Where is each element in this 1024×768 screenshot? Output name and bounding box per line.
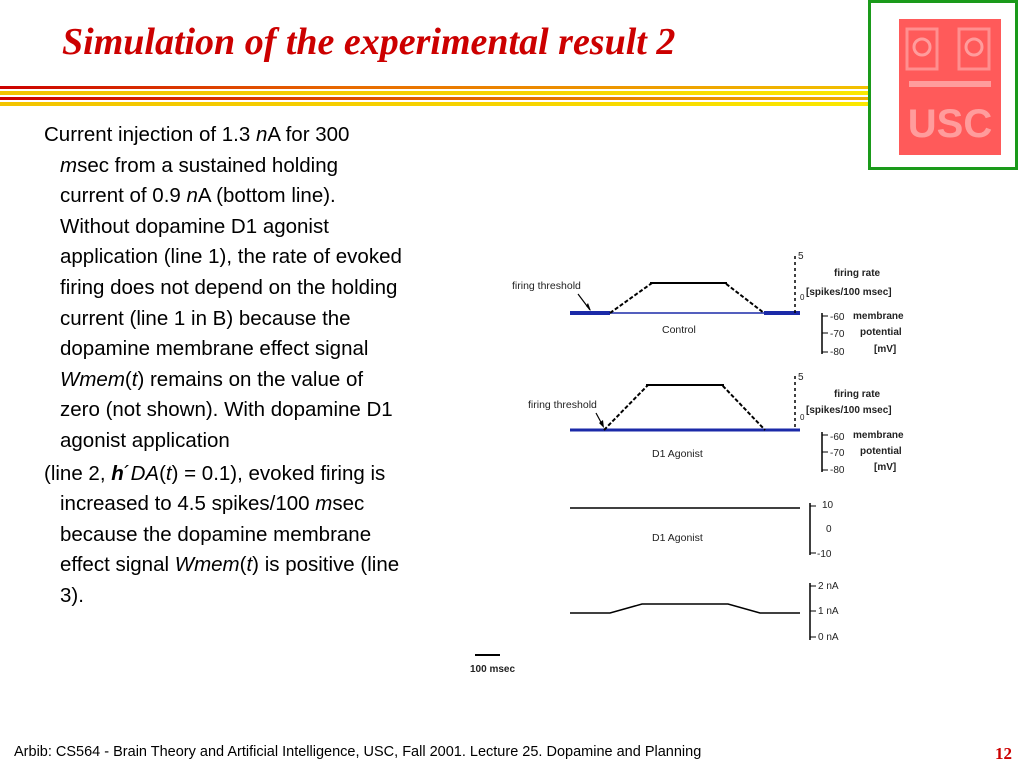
text-run: sec because the dopamine membrane effect…: [60, 492, 372, 577]
text-run: m: [315, 492, 333, 516]
mp-tick-label: -80: [830, 465, 845, 476]
mp-label: membrane: [853, 311, 904, 322]
text-run: m: [60, 153, 78, 177]
text-run: ) = 0.1), evoked firing is increased to …: [60, 461, 386, 516]
current-tick-label: 1 nA: [818, 606, 839, 617]
arrow-head: [586, 303, 591, 311]
threshold-label: firing threshold: [512, 280, 581, 292]
text-run: ´: [123, 461, 131, 485]
firing-rate-trace: [609, 282, 765, 314]
mp-label: membrane: [853, 430, 904, 441]
text-run: n: [186, 184, 198, 208]
firing-rate-trace: [603, 384, 766, 431]
mp-label: [mV]: [874, 462, 896, 473]
panel-control: firing threshold Control 5 0 firing rate…: [512, 251, 904, 358]
text-run: DA: [130, 461, 160, 485]
threshold-label: firing threshold: [528, 399, 597, 411]
mp-tick-label: -60: [830, 312, 845, 323]
body-text: Current injection of 1.3 nA for 300 msec…: [44, 120, 404, 614]
panel-current-injection: 2 nA 1 nA 0 nA: [570, 581, 839, 643]
text-run: ) remains on the value of zero (not show…: [60, 367, 393, 452]
mp-tick-label: -80: [830, 347, 845, 358]
usc-logo: USC: [899, 19, 1001, 155]
body-paragraph-1: Current injection of 1.3 nA for 300 msec…: [44, 120, 404, 457]
text-run: h: [111, 461, 124, 485]
text-run: A (bottom line). Without dopamine D1 ago…: [60, 184, 402, 361]
mp-label: potential: [860, 446, 902, 457]
text-run: (line 2,: [44, 461, 112, 485]
scale-bar-label: 100 msec: [470, 664, 515, 675]
text-run: A for 300: [267, 123, 350, 146]
text-run: t: [131, 367, 138, 391]
axis-top-label: 5: [798, 251, 804, 262]
page-number: 12: [995, 744, 1012, 763]
slide-title: Simulation of the experimental result 2: [62, 21, 676, 63]
text-run: (: [159, 461, 166, 485]
current-tick-label: 0 nA: [818, 632, 839, 643]
footer-citation: Arbib: CS564 - Brain Theory and Artifici…: [14, 744, 702, 760]
text-run: ) is positive (line 3).: [60, 553, 400, 607]
mp-label: [mV]: [874, 344, 896, 355]
arrow-head: [599, 420, 604, 428]
signal-tick-label: 10: [822, 500, 834, 511]
rate-label: firing rate: [834, 268, 881, 279]
current-trace: [570, 603, 800, 614]
text-run: (: [124, 367, 132, 391]
rate-units-label: [spikes/100 msec]: [806, 287, 892, 298]
text-run: (: [239, 553, 247, 577]
time-scale-bar: 100 msec: [470, 654, 515, 675]
text-run: Current injection of 1.3: [44, 123, 256, 146]
simulation-figure: firing threshold Control 5 0 firing rate…: [440, 240, 940, 685]
text-run: t: [165, 461, 172, 485]
rate-label: firing rate: [834, 389, 881, 400]
text-run: n: [255, 123, 268, 146]
text-run: Wmem: [174, 553, 240, 577]
current-tick-label: 2 nA: [818, 581, 839, 592]
panel-d1-agonist: firing threshold D1 Agonist 5 0 firing r…: [528, 372, 904, 476]
panel-caption: D1 Agonist: [652, 532, 703, 544]
rate-units-label: [spikes/100 msec]: [806, 405, 892, 416]
panel-caption: D1 Agonist: [652, 448, 703, 460]
text-run: t: [246, 553, 253, 577]
signal-tick-label: 0: [826, 524, 832, 535]
text-run: sec from a sustained holding current of …: [60, 153, 339, 208]
body-paragraph-2: (line 2, h´DA(t) = 0.1), evoked firing i…: [44, 459, 404, 612]
mp-tick-label: -70: [830, 448, 845, 459]
svg-text:USC: USC: [908, 102, 992, 146]
panel-caption: Control: [662, 324, 696, 336]
panel-wmem-signal: D1 Agonist 10 0 -10: [570, 500, 834, 560]
text-run: Wmem: [60, 367, 125, 391]
axis-zero-label: 0: [800, 413, 805, 422]
mp-tick-label: -70: [830, 329, 845, 340]
signal-tick-label: -10: [817, 549, 832, 560]
axis-zero-label: 0: [800, 293, 805, 302]
mp-tick-label: -60: [830, 432, 845, 443]
usc-logo-frame: USC: [868, 0, 1018, 170]
axis-top-label: 5: [798, 372, 804, 383]
mp-label: potential: [860, 327, 902, 338]
